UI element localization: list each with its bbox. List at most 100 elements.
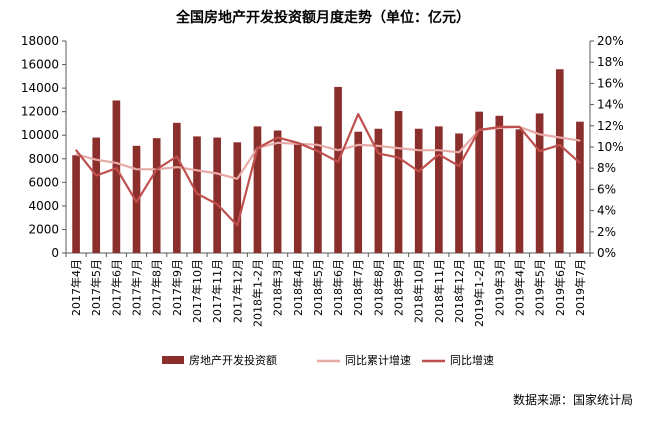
right-tick-label: 6% <box>597 182 616 196</box>
bar-investment <box>475 111 483 254</box>
right-tick-label: 14% <box>597 98 624 112</box>
line-cumulative-growth-point <box>438 149 440 151</box>
line-yoy-growth-point <box>276 136 279 139</box>
bar-investment <box>132 145 141 253</box>
line-yoy-growth-point <box>155 168 158 171</box>
line-yoy-growth-point <box>115 167 118 169</box>
line-yoy-growth-point <box>216 203 218 206</box>
x-tick-label: 2017年10月 <box>190 259 204 323</box>
bar-investment <box>72 155 80 253</box>
x-tick-labels: 2017年4月 2017年5月 2017年6月 2017年7月 2017年8月 2017年… <box>69 259 587 327</box>
bar-investment <box>213 137 221 253</box>
bar-investment <box>233 142 242 253</box>
bar-investment <box>515 129 524 253</box>
right-tick-label: 4% <box>597 204 616 218</box>
x-tick-label: 2017年8月 <box>150 259 164 316</box>
bar-investment <box>374 128 383 253</box>
line-cumulative-growth-point <box>579 139 581 142</box>
line-cumulative-growth-point <box>558 136 561 139</box>
bar-investment <box>112 100 121 253</box>
x-tick-label: 2017年4月 <box>69 259 83 316</box>
line-yoy-growth-point <box>417 170 420 173</box>
left-tick-label: 14000 <box>21 81 59 95</box>
x-tick-label: 2019年7月 <box>573 259 587 316</box>
line-yoy-growth-point <box>579 162 581 164</box>
x-tick-label: 2018年4月 <box>291 259 305 316</box>
line-cumulative-growth-point <box>337 149 339 151</box>
line-cumulative-growth-point <box>75 153 77 156</box>
bar-investment <box>293 143 302 253</box>
x-tick-label: 2017年11月 <box>210 259 224 323</box>
bar-investment <box>576 121 584 253</box>
x-tick-label: 2018年5月 <box>311 259 325 316</box>
line-yoy-growth-point <box>337 161 339 163</box>
line-cumulative-growth-point <box>357 144 360 146</box>
right-tick-label: 2% <box>597 225 616 239</box>
line-cumulative-growth-point <box>276 141 279 144</box>
line-yoy-growth-point <box>135 201 138 203</box>
x-tick-label: 2018年11月 <box>432 259 446 323</box>
right-tick-label: 16% <box>597 76 624 90</box>
lines-layer <box>75 112 581 227</box>
line-yoy-growth-point <box>256 147 259 149</box>
bars-layer <box>72 69 584 254</box>
line-cumulative-growth-point <box>135 168 138 171</box>
bar-investment <box>314 126 322 253</box>
left-tick-label: 2000 <box>28 222 59 236</box>
legend-label-cumulative: 同比累计增速 <box>345 353 411 367</box>
legend-label-yoy: 同比增速 <box>450 353 494 367</box>
chart-title: 全国房地产开发投资额月度走势（单位：亿元） <box>175 9 470 26</box>
line-yoy-growth-point <box>478 129 480 131</box>
x-tick-label: 2019年4月 <box>512 259 526 316</box>
x-tick-label: 2018年3月 <box>271 259 285 316</box>
bar-investment <box>555 69 564 254</box>
line-yoy-growth-point <box>397 156 400 159</box>
right-tick-label: 8% <box>597 161 616 175</box>
line-yoy-growth-point <box>176 155 178 158</box>
bar-investment <box>253 126 262 253</box>
line-cumulative-growth-point <box>176 166 178 168</box>
bar-investment <box>334 86 342 253</box>
line-yoy-growth-point <box>75 149 77 151</box>
left-tick-label: 4000 <box>28 199 59 213</box>
legend-swatch-investment <box>162 356 184 364</box>
x-tick-label: 2018年8月 <box>371 259 385 316</box>
line-cumulative-growth-point <box>196 169 198 172</box>
line-yoy-growth-point <box>518 126 521 128</box>
x-tick-label: 2017年9月 <box>170 259 184 316</box>
x-tick-label: 2018年1-2月 <box>250 259 264 327</box>
left-tick-label: 12000 <box>21 105 59 119</box>
line-cumulative-growth-point <box>458 151 460 154</box>
left-tick-label: 0 <box>51 246 59 260</box>
line-yoy-growth-point <box>95 174 98 177</box>
line-cumulative-growth-point <box>236 178 239 180</box>
left-tick-label: 10000 <box>21 128 59 142</box>
x-tick-label: 2018年10月 <box>412 259 426 323</box>
legend-label-investment: 房地产开发投资额 <box>189 353 277 367</box>
line-yoy-growth-point <box>558 144 561 146</box>
right-tick-label: 10% <box>597 140 624 154</box>
bar-investment <box>354 131 363 253</box>
bar-investment <box>92 137 101 253</box>
x-tick-label: 2018年9月 <box>392 259 406 316</box>
bar-investment <box>455 133 463 253</box>
line-yoy-growth-point <box>296 141 299 144</box>
line-cumulative-growth-point <box>95 158 98 161</box>
left-tick-label: 18000 <box>21 34 59 48</box>
x-tick-label: 2019年6月 <box>553 259 567 316</box>
line-yoy-growth-point <box>317 150 319 153</box>
right-tick-label: 0% <box>597 246 616 260</box>
left-tick-label: 16000 <box>21 58 59 72</box>
bar-investment <box>495 115 504 254</box>
x-tick-label: 2019年1-2月 <box>472 259 486 327</box>
line-cumulative-growth-point <box>216 172 218 175</box>
line-cumulative-growth-point <box>538 133 541 136</box>
x-tick-label: 2017年5月 <box>89 259 103 316</box>
source-note: 数据来源：国家统计局 <box>513 392 633 407</box>
bar-investment <box>535 113 544 253</box>
bar-investment <box>435 126 443 253</box>
x-tick-label: 2019年5月 <box>533 259 547 316</box>
line-yoy-growth-point <box>377 152 380 155</box>
right-tick-label: 18% <box>597 55 624 69</box>
